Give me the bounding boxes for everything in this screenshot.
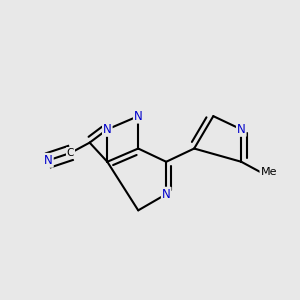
Text: N: N [103,123,112,136]
Text: Me: Me [260,167,277,177]
Text: N: N [162,188,171,201]
Text: N: N [134,110,142,123]
Text: N: N [237,123,246,136]
Text: N: N [44,154,53,167]
Text: C: C [67,148,74,158]
